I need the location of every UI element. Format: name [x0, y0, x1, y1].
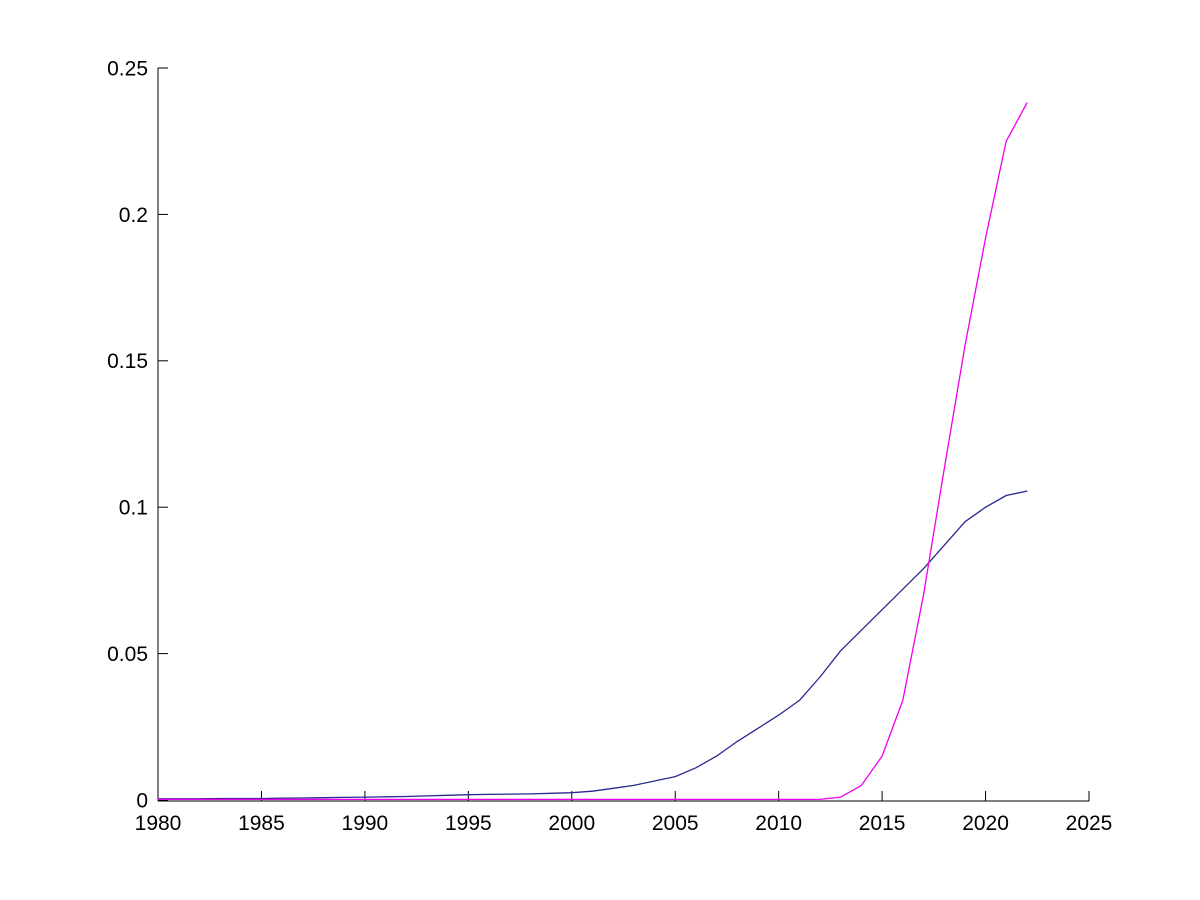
x-tick-label: 2015 [859, 812, 906, 835]
y-tick-label: 0.05 [107, 643, 148, 666]
y-tick-label: 0.25 [107, 57, 148, 80]
x-tick-label: 2000 [548, 812, 595, 835]
x-tick-label: 2010 [755, 812, 802, 835]
magenta-series-line [157, 102, 1028, 801]
x-tick-label: 2005 [652, 812, 699, 835]
x-tick-label: 2025 [1066, 812, 1113, 835]
y-tick-label: 0.1 [119, 497, 148, 520]
x-tick-label: 1995 [445, 812, 492, 835]
x-tick-label: 1990 [342, 812, 389, 835]
x-tick-label: 1985 [238, 812, 285, 835]
x-tick-label: 2020 [962, 812, 1009, 835]
y-tick-label: 0 [136, 789, 148, 812]
dark-blue-series-line [157, 490, 1028, 800]
y-tick-label: 0.15 [107, 350, 148, 373]
x-tick-label: 1980 [135, 812, 182, 835]
y-tick-label: 0.2 [119, 204, 148, 227]
